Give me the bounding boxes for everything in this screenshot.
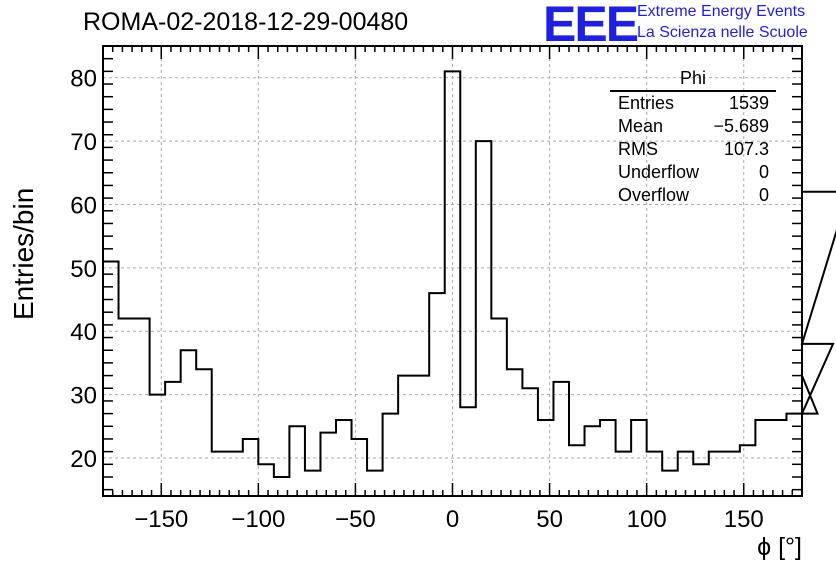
histogram-bin — [352, 439, 368, 496]
grid-lines — [103, 46, 802, 496]
histogram-bin — [538, 420, 554, 496]
stats-label: RMS — [618, 139, 658, 159]
logo-line-1: Extreme Energy Events — [637, 3, 806, 20]
histogram-bin — [383, 414, 399, 496]
histogram-bin — [724, 452, 740, 496]
histogram-bin — [196, 369, 212, 496]
y-axis-label: Entries/bin — [8, 187, 39, 320]
histogram-bin — [243, 439, 259, 496]
histogram-bin — [398, 376, 414, 496]
x-axis-label: ϕ [°] — [757, 533, 802, 561]
y-tick-label: 70 — [70, 129, 97, 156]
x-tick-label: 50 — [536, 506, 563, 533]
stats-row: Underflow 0 — [608, 161, 776, 184]
stats-box: Phi Entries 1539 Mean −5.689 RMS 107.3 Unde… — [608, 68, 776, 207]
stats-title: Phi — [610, 68, 776, 92]
histogram-bin — [150, 395, 166, 496]
histogram-bin — [119, 319, 135, 496]
histogram-bin — [320, 433, 336, 496]
y-tick-label: 80 — [70, 66, 97, 93]
x-tick-label: 100 — [627, 506, 667, 533]
stats-label: Overflow — [618, 185, 690, 205]
x-tick-label: 0 — [446, 506, 459, 533]
x-tick-label: −100 — [231, 506, 285, 533]
histogram-bin — [522, 388, 538, 496]
stats-row: Entries 1539 — [608, 92, 776, 115]
histogram-bin — [476, 141, 492, 496]
histogram-bin — [414, 376, 430, 496]
histogram-bin — [507, 369, 523, 496]
axis-ticks — [103, 46, 802, 496]
y-tick-label: 60 — [70, 192, 97, 219]
histogram-bin — [460, 407, 476, 496]
histogram-bin — [165, 382, 181, 496]
y-tick-label: 20 — [70, 446, 97, 473]
x-tick-label: 150 — [724, 506, 764, 533]
histogram-bin — [429, 293, 445, 496]
histogram-bin — [103, 261, 119, 496]
y-tick-label: 30 — [70, 383, 97, 410]
stats-value: 0 — [758, 185, 769, 205]
stats-row: RMS 107.3 — [608, 138, 776, 161]
stats-row: Overflow 0 — [608, 184, 776, 207]
stats-value: −5.689 — [713, 116, 769, 136]
stats-row: Mean −5.689 — [608, 115, 776, 138]
stats-value: 0 — [758, 162, 769, 182]
histogram-bin — [181, 350, 197, 496]
histogram-bin — [491, 319, 507, 496]
logo-line-2: La Scienza nelle Scuole — [637, 24, 808, 41]
axis-tick-labels: −150 −100 −50 0 50 100 150 20 30 40 50 60 70 80 — [70, 66, 763, 533]
histogram-bin — [771, 420, 787, 496]
histogram-bin — [616, 452, 632, 496]
histogram-bin — [134, 319, 150, 496]
histogram-bin — [289, 426, 305, 496]
histogram-bin — [569, 445, 585, 496]
plot-title: ROMA-02-2018-12-29-00480 — [83, 8, 409, 36]
y-tick-label: 50 — [70, 256, 97, 283]
x-tick-label: −150 — [134, 506, 188, 533]
histogram-series — [103, 70, 836, 496]
x-tick-label: −50 — [335, 506, 376, 533]
histogram-bin — [258, 464, 274, 496]
histogram-bin — [553, 382, 569, 496]
histogram-bin — [647, 452, 663, 496]
stats-value: 1539 — [728, 93, 769, 113]
stats-label: Entries — [618, 93, 675, 113]
eee-logo: EEE — [543, 0, 639, 52]
histogram-bin — [585, 426, 601, 496]
stats-label: Mean — [618, 116, 664, 136]
y-tick-label: 40 — [70, 319, 97, 346]
stats-label: Underflow — [618, 162, 700, 182]
histogram-bin — [740, 445, 756, 496]
stats-value: 107.3 — [723, 139, 769, 159]
